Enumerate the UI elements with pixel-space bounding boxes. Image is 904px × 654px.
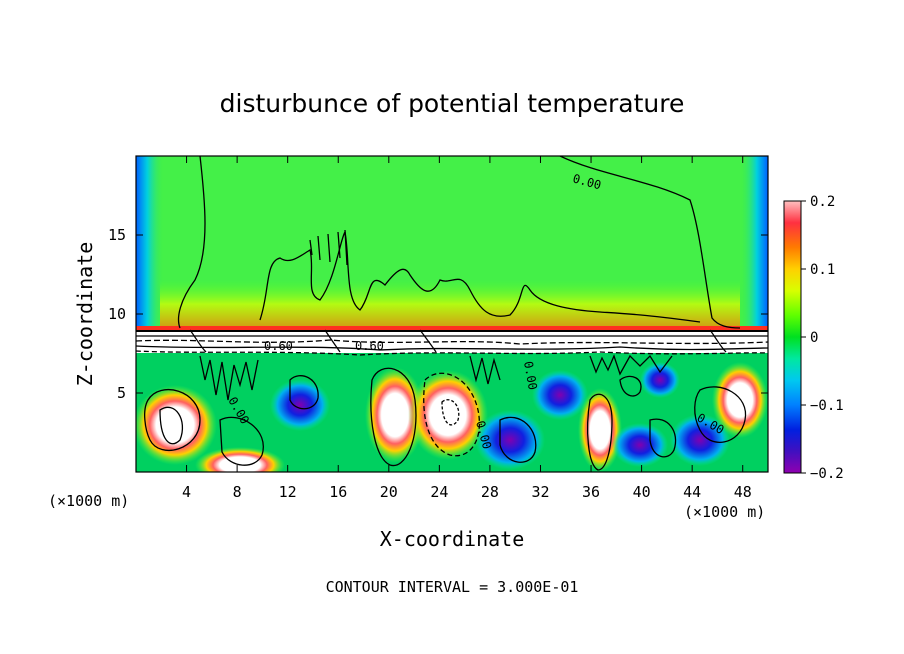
- colorbar-tick-label: 0: [810, 330, 818, 346]
- x-tick-label: 32: [531, 483, 549, 501]
- x-axis: 4 8 12 16 20 24 28 32 36 40 44 48: [182, 156, 752, 501]
- x-unit-right: (×1000 m): [684, 503, 765, 521]
- y-axis: 5 10 15: [108, 226, 768, 402]
- x-unit-left: (×1000 m): [48, 492, 129, 510]
- x-tick-label: 8: [233, 483, 242, 501]
- colorbar-tick-label: 0.2: [810, 194, 835, 210]
- x-tick-label: 4: [182, 483, 191, 501]
- x-axis-label: X-coordinate: [380, 527, 525, 551]
- colorbar: [783, 200, 802, 474]
- y-tick-label: 15: [108, 226, 126, 244]
- contour-label: 0.60: [264, 339, 293, 353]
- contour-interval-note: CONTOUR INTERVAL = 3.000E-01: [326, 578, 579, 596]
- colorbar-ticks: 0.2 0.1 0 −0.1 −0.2: [801, 194, 844, 482]
- x-tick-label: 24: [430, 483, 448, 501]
- y-axis-label: Z-coordinate: [73, 242, 97, 387]
- contour-label: 0.60: [355, 339, 384, 353]
- x-tick-label: 44: [683, 483, 701, 501]
- colorbar-tick-label: −0.1: [810, 398, 844, 414]
- contour-label: 0.00: [521, 360, 540, 391]
- x-tick-label: 40: [633, 483, 651, 501]
- y-tick-label: 10: [108, 305, 126, 323]
- y-tick-label: 5: [117, 384, 126, 402]
- colorbar-tick-label: 0.1: [810, 262, 835, 278]
- colorbar-tick-label: −0.2: [810, 466, 844, 482]
- x-tick-label: 16: [329, 483, 347, 501]
- x-tick-label: 48: [734, 483, 752, 501]
- x-tick-label: 12: [279, 483, 297, 501]
- x-tick-label: 36: [582, 483, 600, 501]
- x-tick-label: 28: [481, 483, 499, 501]
- potential-temperature-field: [136, 156, 768, 472]
- x-tick-label: 20: [380, 483, 398, 501]
- contour-lines: [136, 156, 768, 471]
- chart-title: disturbunce of potential temperature: [220, 89, 685, 118]
